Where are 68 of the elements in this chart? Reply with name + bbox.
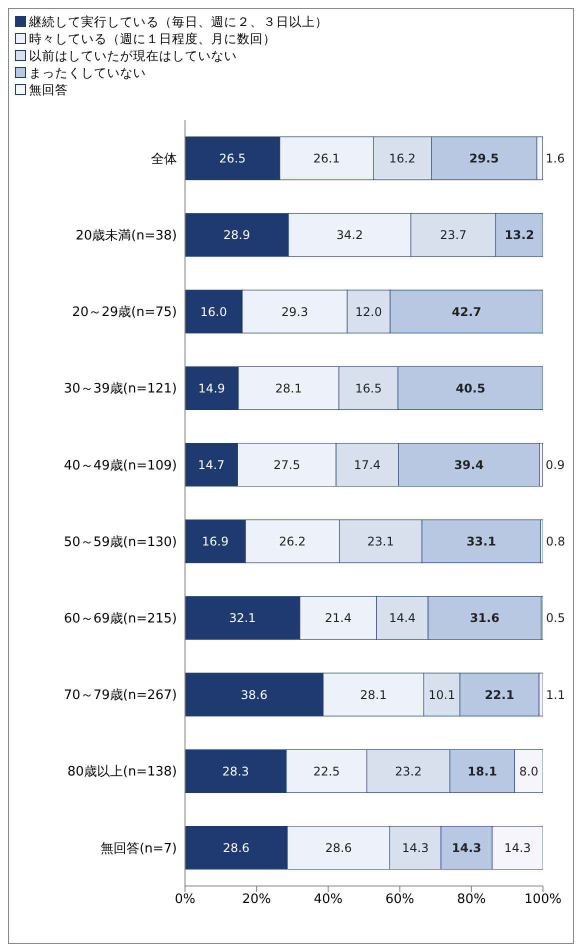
- legend-label: 時々している（週に１日程度、月に数回）: [29, 30, 276, 47]
- data-label: 40.5: [456, 381, 486, 396]
- data-label: 26.5: [219, 152, 246, 166]
- data-label: 32.1: [229, 611, 256, 626]
- x-tick-label: 60%: [385, 892, 414, 908]
- y-tick-label: 無回答(n=7): [100, 841, 177, 856]
- data-label: 10.1: [428, 688, 456, 702]
- data-label: 38.6: [240, 688, 268, 702]
- data-label: 28.3: [222, 764, 250, 778]
- data-label: 16.2: [388, 152, 416, 166]
- y-tick-label: 70～79歳(n=267): [64, 688, 177, 704]
- data-label: 26.2: [279, 534, 306, 549]
- data-label: 0.9: [546, 458, 565, 472]
- data-label: 16.0: [200, 304, 227, 319]
- y-tick-label: 50～59歳(n=130): [64, 534, 177, 550]
- data-label: 29.5: [469, 152, 499, 166]
- data-label: 21.4: [324, 611, 352, 626]
- data-label: 1.6: [546, 152, 565, 166]
- y-tick-label: 60～69歳(n=215): [64, 612, 177, 627]
- data-label: 34.2: [336, 228, 364, 242]
- data-label: 16.9: [202, 534, 229, 549]
- y-tick-label: 80歳以上(n=138): [67, 764, 177, 780]
- data-label: 16.5: [355, 381, 382, 396]
- data-label: 14.4: [388, 611, 416, 626]
- data-label: 13.2: [504, 228, 534, 242]
- data-label: 28.6: [325, 840, 352, 855]
- data-label: 12.0: [355, 304, 382, 319]
- data-label: 23.2: [395, 764, 422, 778]
- data-label: 42.7: [452, 304, 482, 319]
- legend-label: 無回答: [29, 81, 68, 98]
- data-label: 22.5: [313, 764, 340, 778]
- data-label: 28.1: [275, 381, 302, 396]
- data-label: 14.7: [198, 458, 225, 472]
- data-label: 18.1: [468, 764, 498, 778]
- x-tick-label: 0%: [174, 892, 196, 908]
- data-label: 39.4: [454, 458, 484, 472]
- legend-label: まったくしていない: [29, 64, 146, 81]
- y-tick-label: 20歳未満(n=38): [76, 228, 177, 244]
- data-label: 0.5: [546, 611, 566, 626]
- y-tick-label: 全体: [151, 152, 177, 167]
- x-tick-label: 40%: [314, 892, 343, 908]
- y-tick-label: 20～29歳(n=75): [72, 305, 177, 320]
- data-label: 23.1: [367, 534, 394, 549]
- data-label: 31.6: [470, 611, 500, 626]
- x-tick-label: 20%: [242, 892, 272, 908]
- x-tick-label: 80%: [456, 892, 486, 908]
- data-label: 14.3: [504, 840, 531, 855]
- data-label: 8.0: [519, 764, 538, 778]
- data-label: 28.6: [222, 840, 250, 855]
- x-tick-label: 100%: [524, 892, 562, 908]
- data-label: 33.1: [466, 534, 496, 549]
- data-label: 28.9: [223, 228, 250, 242]
- data-label: 14.3: [402, 840, 429, 855]
- y-tick-label: 40～49歳(n=109): [64, 458, 177, 474]
- data-label: 29.3: [281, 304, 308, 319]
- y-tick-label: 30～39歳(n=121): [64, 382, 177, 397]
- data-label: 27.5: [273, 458, 300, 472]
- data-label: 0.8: [546, 534, 566, 549]
- data-label: 22.1: [484, 688, 514, 702]
- data-label: 14.3: [452, 840, 482, 855]
- data-label: 14.9: [198, 381, 226, 396]
- data-label: 1.1: [546, 688, 566, 702]
- legend-label: 以前はしていたが現在はしていない: [29, 47, 237, 64]
- data-label: 28.1: [360, 688, 387, 702]
- legend-label: 継続して実行している（毎日、週に２、３日以上）: [29, 13, 328, 30]
- data-label: 26.1: [313, 152, 340, 166]
- data-label: 23.7: [440, 228, 467, 242]
- data-label: 17.4: [354, 458, 381, 472]
